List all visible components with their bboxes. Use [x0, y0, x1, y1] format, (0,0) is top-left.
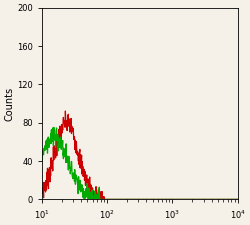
- Y-axis label: Counts: Counts: [4, 86, 14, 121]
